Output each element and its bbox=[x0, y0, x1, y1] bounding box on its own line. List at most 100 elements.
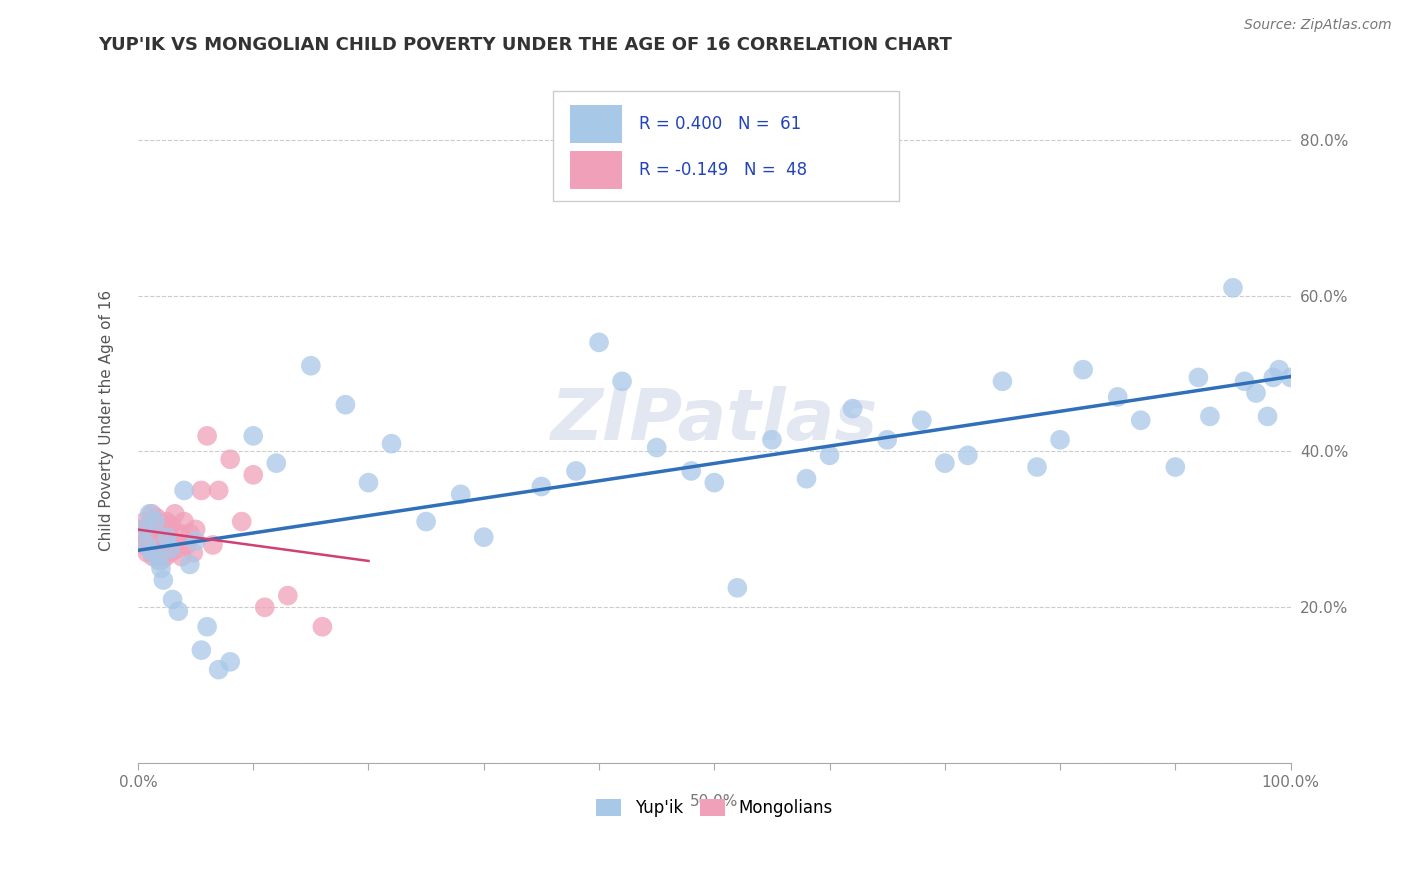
Yup'ik bbox=[956, 448, 979, 462]
Yup'ik bbox=[242, 429, 264, 443]
Mongolians bbox=[138, 518, 160, 533]
Mongolians bbox=[201, 538, 224, 552]
Mongolians bbox=[219, 452, 242, 467]
Yup'ik bbox=[1026, 460, 1049, 475]
Mongolians bbox=[131, 526, 153, 541]
Yup'ik bbox=[159, 541, 181, 556]
Yup'ik bbox=[645, 441, 668, 455]
Mongolians bbox=[148, 534, 170, 549]
Yup'ik bbox=[588, 335, 610, 350]
Mongolians bbox=[145, 510, 167, 524]
Yup'ik bbox=[1257, 409, 1279, 424]
Mongolians bbox=[253, 600, 276, 615]
Mongolians bbox=[132, 538, 155, 552]
Yup'ik bbox=[841, 401, 863, 416]
Mongolians bbox=[311, 620, 333, 634]
Mongolians bbox=[156, 538, 179, 552]
Yup'ik bbox=[357, 475, 380, 490]
Yup'ik bbox=[1107, 390, 1129, 404]
Mongolians bbox=[163, 507, 186, 521]
Yup'ik bbox=[1244, 386, 1267, 401]
Mongolians bbox=[139, 541, 162, 556]
Mongolians bbox=[195, 429, 218, 443]
Mongolians bbox=[149, 526, 172, 541]
Mongolians bbox=[143, 526, 166, 541]
Yup'ik bbox=[911, 413, 934, 427]
Yup'ik bbox=[136, 538, 159, 552]
Yup'ik bbox=[934, 456, 956, 470]
Mongolians bbox=[169, 526, 191, 541]
Yup'ik bbox=[565, 464, 588, 478]
Yup'ik bbox=[1187, 370, 1209, 384]
Yup'ik bbox=[530, 479, 553, 493]
Mongolians bbox=[138, 526, 160, 541]
Yup'ik bbox=[138, 507, 160, 521]
Yup'ik bbox=[208, 663, 231, 677]
Mongolians bbox=[157, 526, 180, 541]
Yup'ik bbox=[132, 522, 155, 536]
Mongolians bbox=[135, 534, 157, 549]
Mongolians bbox=[129, 530, 152, 544]
Yup'ik bbox=[150, 561, 173, 575]
Yup'ik bbox=[156, 530, 179, 544]
Mongolians bbox=[156, 515, 179, 529]
Mongolians bbox=[159, 546, 181, 560]
Mongolians bbox=[155, 549, 177, 564]
Mongolians bbox=[150, 553, 173, 567]
Text: R = -0.149   N =  48: R = -0.149 N = 48 bbox=[640, 161, 807, 179]
Mongolians bbox=[231, 515, 253, 529]
Mongolians bbox=[208, 483, 231, 498]
Yup'ik bbox=[1268, 362, 1291, 376]
Mongolians bbox=[170, 549, 193, 564]
Yup'ik bbox=[141, 546, 163, 560]
Yup'ik bbox=[299, 359, 322, 373]
Mongolians bbox=[143, 538, 166, 552]
Bar bbox=[571, 105, 621, 143]
Yup'ik bbox=[143, 515, 166, 529]
Yup'ik bbox=[1071, 362, 1094, 376]
Yup'ik bbox=[152, 573, 174, 587]
Mongolians bbox=[160, 518, 183, 533]
Mongolians bbox=[184, 522, 207, 536]
Yup'ik bbox=[1279, 370, 1302, 384]
Text: ZIPatlas: ZIPatlas bbox=[551, 385, 877, 455]
Mongolians bbox=[242, 467, 264, 482]
Mongolians bbox=[150, 522, 173, 536]
Yup'ik bbox=[703, 475, 725, 490]
Yup'ik bbox=[335, 398, 357, 412]
Mongolians bbox=[176, 538, 198, 552]
Yup'ik bbox=[725, 581, 748, 595]
Yup'ik bbox=[266, 456, 288, 470]
Yup'ik bbox=[1164, 460, 1187, 475]
Yup'ik bbox=[1222, 281, 1244, 295]
Yup'ik bbox=[681, 464, 703, 478]
Bar bbox=[571, 152, 621, 189]
Text: R = 0.400   N =  61: R = 0.400 N = 61 bbox=[640, 115, 801, 133]
Yup'ik bbox=[1263, 370, 1285, 384]
Mongolians bbox=[162, 534, 184, 549]
Yup'ik bbox=[876, 433, 898, 447]
Yup'ik bbox=[179, 558, 201, 572]
Mongolians bbox=[179, 526, 201, 541]
Yup'ik bbox=[190, 643, 212, 657]
Yup'ik bbox=[796, 472, 818, 486]
Mongolians bbox=[131, 522, 153, 536]
Yup'ik bbox=[610, 374, 633, 388]
Yup'ik bbox=[162, 592, 184, 607]
Legend: Yup'ik, Mongolians: Yup'ik, Mongolians bbox=[589, 792, 839, 823]
Yup'ik bbox=[1049, 433, 1071, 447]
Mongolians bbox=[152, 541, 174, 556]
FancyBboxPatch shape bbox=[553, 91, 898, 201]
Yup'ik bbox=[415, 515, 437, 529]
Mongolians bbox=[153, 530, 176, 544]
Yup'ik bbox=[818, 448, 841, 462]
Mongolians bbox=[134, 515, 156, 529]
Yup'ik bbox=[173, 483, 195, 498]
Mongolians bbox=[146, 546, 169, 560]
Yup'ik bbox=[1199, 409, 1222, 424]
Yup'ik bbox=[184, 534, 207, 549]
Yup'ik bbox=[991, 374, 1014, 388]
Mongolians bbox=[136, 546, 159, 560]
Yup'ik bbox=[167, 604, 190, 618]
Text: Source: ZipAtlas.com: Source: ZipAtlas.com bbox=[1244, 18, 1392, 32]
